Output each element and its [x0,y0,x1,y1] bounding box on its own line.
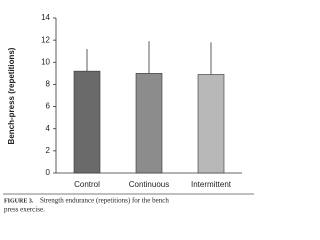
caption-text: Strength endurance (repetitions) for the… [40,197,169,205]
y-tick-label: 8 [46,80,51,89]
chart: Bench-press (repetitions) FIGURE 3. Stre… [3,13,254,214]
x-tick-label: Continuous [129,180,169,189]
y-tick-label: 6 [46,102,51,111]
bar [73,70,101,174]
bar [135,73,163,174]
y-axis-label: Bench-press (repetitions) [7,47,16,144]
y-tick-label: 10 [41,57,50,66]
x-tick-label: Intermittent [191,180,232,189]
bar [197,74,225,174]
y-tick-label: 12 [41,35,50,44]
y-tick-label: 14 [41,13,50,22]
caption-label: FIGURE 3. [4,198,34,204]
y-tick-label: 4 [46,124,51,133]
caption-text: press exercise. [4,206,45,214]
y-tick-label: 2 [46,146,51,155]
x-tick-label: Control [74,180,100,189]
y-tick-label: 0 [46,168,51,177]
